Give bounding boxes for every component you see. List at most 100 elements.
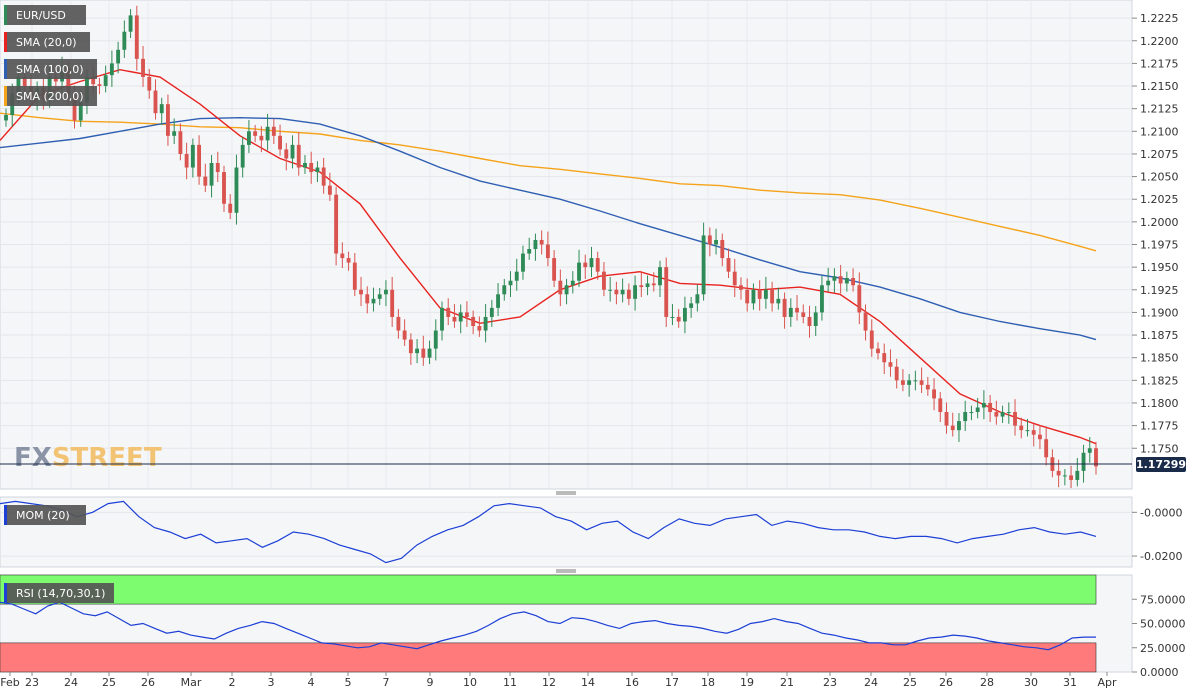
candle-body	[1019, 425, 1024, 431]
candle-body	[863, 312, 868, 331]
date-tick-label: 25	[102, 676, 116, 689]
candle-body	[820, 285, 824, 313]
candle-body	[22, 76, 27, 87]
date-tick-label: 18	[701, 676, 715, 689]
candle-body	[988, 402, 993, 413]
candle-body	[564, 285, 569, 295]
candle-body	[763, 289, 768, 299]
candle-body	[116, 49, 121, 64]
legend-sma-200-label: SMA (200,0)	[16, 90, 84, 103]
candle-body	[994, 412, 999, 417]
candle-body	[141, 58, 145, 77]
candle-body	[446, 307, 451, 317]
legend-mom-label: MOM (20)	[16, 509, 70, 522]
date-tick-label: Mar	[181, 676, 202, 689]
candle-body	[4, 115, 8, 121]
mom-panel[interactable]	[0, 496, 1133, 568]
candle-body	[1087, 448, 1092, 453]
candle-body	[714, 239, 718, 245]
candle-body	[402, 330, 407, 340]
candle-body	[1044, 439, 1049, 458]
candle-body	[888, 362, 893, 367]
candle-body	[533, 239, 538, 250]
candle-body	[471, 316, 476, 326]
candle-body	[359, 289, 363, 295]
rsi-oversold-zone	[0, 642, 1097, 673]
fxstreet-watermark: FXSTREET	[14, 443, 162, 473]
candle-body	[109, 63, 114, 76]
candle-body	[72, 95, 77, 121]
candle-body	[720, 239, 725, 259]
candle-body	[857, 285, 862, 313]
legend-rsi[interactable]: RSI (14,70,30,1)	[4, 583, 114, 603]
candle-body	[521, 253, 525, 272]
candle-body	[1031, 430, 1036, 435]
legend-sma-20[interactable]: SMA (20,0)	[4, 32, 90, 52]
legend-sma-20-label: SMA (20,0)	[16, 36, 77, 49]
candle-body	[1025, 430, 1030, 432]
candle-body	[1056, 470, 1061, 476]
candle-body	[315, 167, 320, 173]
candle-body	[178, 131, 183, 154]
candle-body	[408, 339, 413, 354]
legend-mom[interactable]: MOM (20)	[4, 505, 86, 525]
candle-body	[739, 285, 743, 290]
candle-body	[253, 131, 258, 136]
candle-body	[296, 144, 301, 168]
candle-body	[458, 312, 463, 322]
candle-body	[726, 258, 731, 272]
candle-body	[651, 283, 656, 286]
candle-body	[1000, 412, 1005, 417]
candle-body	[1094, 448, 1098, 467]
mom-tick-label: -0.0200	[1140, 550, 1182, 563]
price-tick-label: 1.2225	[1140, 12, 1179, 25]
candle-body	[365, 294, 370, 304]
candle-body	[427, 348, 432, 358]
candle-body	[900, 380, 905, 385]
candle-body	[433, 330, 438, 349]
candle-body	[514, 271, 519, 281]
candle-body	[701, 235, 706, 295]
date-tick-label: 7	[383, 676, 390, 689]
price-tick-label: 1.1950	[1140, 261, 1179, 274]
candle-body	[788, 307, 793, 317]
candle-body	[869, 330, 874, 349]
candle-body	[66, 67, 71, 96]
candle-body	[352, 262, 357, 290]
candle-body	[876, 348, 880, 354]
date-tick-label: 25	[903, 676, 917, 689]
price-tick-label: 1.1875	[1140, 329, 1179, 342]
price-tick-label: 1.2050	[1140, 171, 1179, 184]
legend-symbol[interactable]: EUR/USD	[4, 5, 86, 25]
candle-body	[645, 283, 650, 288]
candle-body	[801, 312, 806, 317]
candle-body	[552, 258, 557, 281]
last-price-value: 1.17299	[1136, 458, 1186, 471]
mom-tick-label: -0.0000	[1140, 506, 1182, 519]
candle-body	[222, 172, 226, 204]
rsi-bands: 75.0000 50.0000 25.0000 0.0000	[0, 574, 1186, 679]
candle-body	[695, 294, 700, 304]
candle-body	[925, 384, 930, 390]
panel-splitter-1[interactable]	[556, 491, 576, 495]
candle-body	[228, 203, 233, 213]
candle-body	[259, 135, 264, 141]
candle-body	[159, 104, 164, 114]
candle-body	[807, 316, 812, 326]
rsi-tick-label: 75.0000	[1140, 593, 1186, 606]
panel-splitter-2[interactable]	[556, 569, 576, 573]
candle-body	[932, 389, 936, 399]
candle-body	[944, 412, 949, 426]
candle-body	[190, 144, 195, 168]
rsi-tick-label: 25.0000	[1140, 642, 1186, 655]
candle-body	[639, 285, 644, 288]
legend-sma-100[interactable]: SMA (100,0)	[4, 59, 97, 79]
date-tick-label: 5	[345, 676, 352, 689]
legend-sma-200[interactable]: SMA (200,0)	[4, 86, 97, 106]
legend-rsi-label: RSI (14,70,30,1)	[16, 587, 105, 600]
candle-body	[570, 280, 575, 286]
candle-body	[502, 285, 507, 295]
date-tick-label: 24	[64, 676, 78, 689]
date-tick-label: 3	[268, 676, 275, 689]
